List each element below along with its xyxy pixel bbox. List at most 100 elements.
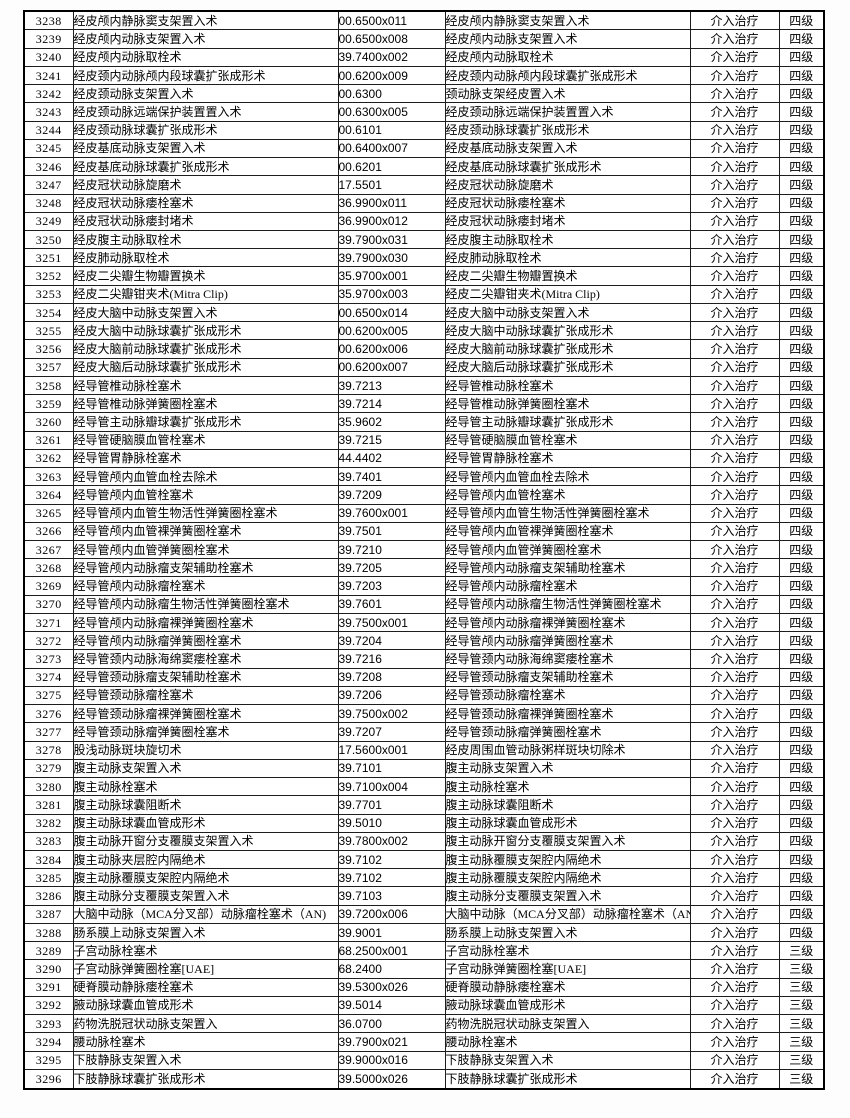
category-cell: 介入治疗	[689, 995, 780, 1016]
procedure-grade-table: 3238 经皮颅内静脉窦支架置入术 00.6500x011 经皮颅内静脉窦支架置…	[23, 10, 825, 1090]
table-row: 3277 经导管颈动脉瘤弹簧圈栓塞术 39.7207 经导管颈动脉瘤弹簧圈栓塞术…	[23, 722, 825, 742]
category-cell: 介入治疗	[689, 795, 780, 815]
table-row: 3269 经导管颅内动脉瘤栓塞术 39.7203 经导管颅内动脉瘤栓塞术 介入治…	[23, 576, 825, 596]
procedure-name-cell: 经皮颅内动脉取栓术	[72, 47, 339, 67]
category-cell: 介入治疗	[689, 941, 780, 961]
procedure-name-cell: 经皮基底动脉球囊扩张成形术	[72, 157, 339, 177]
row-number-cell: 3276	[23, 704, 74, 724]
row-number-cell: 3242	[23, 84, 74, 104]
table-row: 3255 经皮大脑中动脉球囊扩张成形术 00.6200x005 经皮大脑中动脉球…	[23, 321, 825, 341]
table-row: 3241 经皮颈内动脉颅内段球囊扩张成形术 00.6200x009 经皮颈内动脉…	[23, 65, 825, 86]
row-number-cell: 3251	[23, 248, 74, 268]
procedure-name-alt-cell: 腹主动脉覆膜支架腔内隔绝术	[444, 868, 691, 888]
procedure-name-cell: 经导管颅内血管弹簧圈栓塞术	[72, 539, 339, 560]
table-row: 3293 药物洗脱冠状动脉支架置入 36.0700 药物洗脱冠状动脉支架置入 介…	[23, 1014, 825, 1034]
category-cell: 介入治疗	[689, 813, 780, 833]
row-number-cell: 3278	[23, 740, 74, 760]
category-cell: 介入治疗	[689, 339, 780, 359]
category-cell: 介入治疗	[689, 777, 780, 797]
procedure-name-alt-cell: 经皮冠状动脉瘘栓塞术	[444, 193, 691, 213]
category-cell: 介入治疗	[689, 412, 780, 432]
row-number-cell: 3255	[23, 321, 74, 341]
procedure-name-alt-cell: 经皮大脑中动脉球囊扩张成形术	[444, 321, 691, 341]
row-number-cell: 3249	[23, 211, 74, 232]
row-number-cell: 3293	[23, 1014, 74, 1034]
icd9-code-cell: 39.7100x004	[337, 777, 446, 797]
table-row: 3281 腹主动脉球囊阻断术 39.7701 腹主动脉球囊阻断术 介入治疗 四级	[23, 795, 825, 815]
icd9-code-cell: 39.7200x006	[337, 904, 446, 924]
procedure-name-cell: 经皮大脑中动脉球囊扩张成形术	[72, 321, 339, 341]
icd9-code-cell: 00.6500x011	[337, 10, 446, 31]
table-row: 3239 经皮颅内动脉支架置入术 00.6500x008 经皮颅内动脉支架置入术…	[23, 29, 825, 49]
icd9-code-cell: 39.7210	[337, 539, 446, 560]
procedure-name-alt-cell: 腹主动脉球囊阻断术	[444, 795, 691, 815]
icd9-code-cell: 35.9602	[337, 412, 446, 432]
icd9-code-cell: 00.6200x006	[337, 339, 446, 359]
table-row: 3270 经导管颅内动脉瘤生物活性弹簧圈栓塞术 39.7601 经导管颅内动脉瘤…	[23, 594, 825, 614]
grade-cell: 四级	[778, 339, 825, 359]
procedure-name-alt-cell: 肠系膜上动脉支架置入术	[444, 922, 691, 943]
procedure-name-alt-cell: 腹主动脉覆膜支架腔内隔绝术	[444, 849, 691, 870]
grade-cell: 四级	[778, 412, 825, 432]
icd9-code-cell: 39.7101	[337, 758, 446, 779]
icd9-code-cell: 44.4402	[337, 448, 446, 469]
icd9-code-cell: 39.7601	[337, 594, 446, 614]
grade-cell: 四级	[778, 594, 825, 614]
icd9-code-cell: 39.7204	[337, 631, 446, 651]
row-number-cell: 3264	[23, 485, 74, 505]
grade-cell: 四级	[778, 722, 825, 742]
row-number-cell: 3271	[23, 612, 74, 633]
table-row: 3260 经导管主动脉瓣球囊扩张成形术 35.9602 经导管主动脉瓣球囊扩张成…	[23, 412, 825, 432]
procedure-name-cell: 经导管颈动脉瘤裸弹簧圈栓塞术	[72, 704, 339, 724]
icd9-code-cell: 36.0700	[337, 1014, 446, 1034]
row-number-cell: 3267	[23, 539, 74, 560]
procedure-name-alt-cell: 经导管椎动脉弹簧圈栓塞术	[444, 394, 691, 414]
table-row: 3266 经导管颅内血管裸弹簧圈栓塞术 39.7501 经导管颅内血管裸弹簧圈栓…	[23, 521, 825, 542]
category-cell: 介入治疗	[689, 321, 780, 341]
row-number-cell: 3269	[23, 576, 74, 596]
row-number-cell: 3239	[23, 29, 74, 49]
procedure-name-alt-cell: 经导管颅内血管血栓去除术	[444, 467, 691, 487]
row-number-cell: 3260	[23, 412, 74, 432]
grade-cell: 三级	[778, 1050, 825, 1070]
procedure-name-cell: 肠系膜上动脉支架置入术	[72, 922, 339, 943]
grade-cell: 四级	[778, 430, 825, 450]
grade-cell: 四级	[778, 503, 825, 523]
procedure-name-cell: 经皮冠状动脉瘘封堵术	[72, 211, 339, 232]
row-number-cell: 3281	[23, 795, 74, 815]
category-cell: 介入治疗	[689, 485, 780, 505]
grade-cell: 四级	[778, 138, 825, 159]
procedure-name-cell: 经导管主动脉瓣球囊扩张成形术	[72, 412, 339, 432]
procedure-name-cell: 经皮颈内动脉颅内段球囊扩张成形术	[72, 65, 339, 86]
procedure-name-alt-cell: 经皮冠状动脉瘘封堵术	[444, 211, 691, 232]
category-cell: 介入治疗	[689, 594, 780, 614]
grade-cell: 四级	[778, 157, 825, 177]
row-number-cell: 3296	[23, 1068, 74, 1090]
row-number-cell: 3262	[23, 448, 74, 469]
procedure-name-alt-cell: 硬脊膜动静脉瘘栓塞术	[444, 977, 691, 997]
procedure-name-alt-cell: 腹主动脉球囊血管成形术	[444, 813, 691, 833]
procedure-name-alt-cell: 经导管颈动脉瘤弹簧圈栓塞术	[444, 722, 691, 742]
table-row: 3264 经导管颅内血管栓塞术 39.7209 经导管颅内血管栓塞术 介入治疗 …	[23, 485, 825, 505]
table-row: 3268 经导管颅内动脉瘤支架辅助栓塞术 39.7205 经导管颅内动脉瘤支架辅…	[23, 558, 825, 578]
procedure-name-alt-cell: 经导管颅内血管栓塞术	[444, 485, 691, 505]
row-number-cell: 3259	[23, 394, 74, 414]
category-cell: 介入治疗	[689, 102, 780, 122]
table-row: 3259 经导管椎动脉弹簧圈栓塞术 39.7214 经导管椎动脉弹簧圈栓塞术 介…	[23, 394, 825, 414]
procedure-name-cell: 经导管硬脑膜血管栓塞术	[72, 430, 339, 450]
row-number-cell: 3266	[23, 521, 74, 542]
procedure-name-cell: 经导管颅内血管栓塞术	[72, 485, 339, 505]
grade-cell: 三级	[778, 1014, 825, 1034]
category-cell: 介入治疗	[689, 521, 780, 542]
table-row: 3267 经导管颅内血管弹簧圈栓塞术 39.7210 经导管颅内血管弹簧圈栓塞术…	[23, 539, 825, 560]
procedure-name-alt-cell: 经皮冠状动脉旋磨术	[444, 175, 691, 195]
row-number-cell: 3244	[23, 120, 74, 140]
grade-cell: 四级	[778, 175, 825, 195]
category-cell: 介入治疗	[689, 922, 780, 943]
procedure-name-cell: 腹主动脉球囊阻断术	[72, 795, 339, 815]
grade-cell: 三级	[778, 941, 825, 961]
icd9-code-cell: 39.5300x026	[337, 977, 446, 997]
category-cell: 介入治疗	[689, 211, 780, 232]
procedure-name-alt-cell: 经皮二尖瓣生物瓣置换术	[444, 266, 691, 286]
category-cell: 介入治疗	[689, 1032, 780, 1052]
